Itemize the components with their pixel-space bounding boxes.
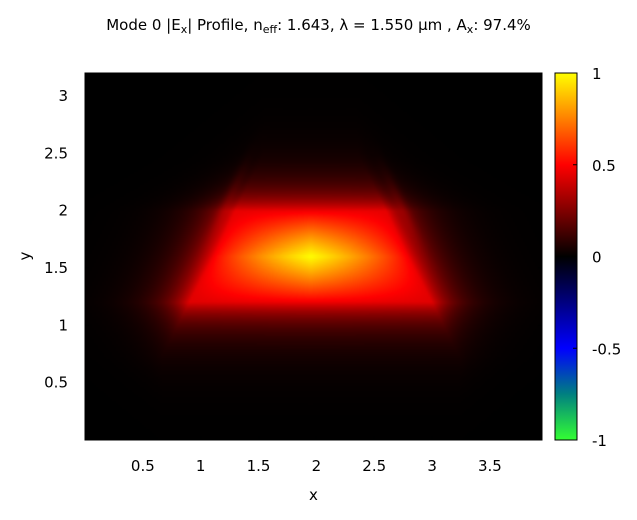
colorbar-tick-label: -1 (592, 432, 607, 450)
x-tick-label: 0.5 (131, 457, 155, 475)
title-fraction-text: : 97.4% (473, 16, 531, 34)
colorbar-tick-label: 0.5 (592, 157, 616, 175)
title-eff-subscript: eff (262, 23, 278, 36)
title-params-text: : 1.643, λ = 1.550 µm , A (277, 16, 467, 34)
field-heatmap (85, 73, 542, 440)
y-tick-label: 2 (58, 202, 68, 220)
colorbar-ticks: 1 0.5 0 -0.5 -1 (573, 65, 621, 450)
colorbar-tick-label: 0 (592, 249, 602, 267)
x-tick-label: 2 (312, 457, 322, 475)
x-tick-label: 2.5 (362, 457, 386, 475)
chart-title: Mode 0 |Ex| Profile, neff: 1.643, λ = 1.… (0, 16, 637, 36)
y-tick-label: 1 (58, 316, 68, 334)
colorbar-tick-label: 1 (592, 65, 602, 83)
y-tick-label: 2.5 (44, 144, 68, 162)
title-ax-subscript: x (466, 23, 474, 36)
axis-ticks: 0.5 1 1.5 2 2.5 3 3.5 0.5 1 1.5 2 2.5 3 (44, 73, 542, 475)
y-tick-label: 1.5 (44, 259, 68, 277)
x-axis-label: x (309, 486, 318, 504)
title-component-subscript: x (180, 23, 188, 36)
title-mode-text: Mode 0 |E (106, 16, 181, 34)
y-tick-label: 0.5 (44, 374, 68, 392)
x-tick-label: 3 (427, 457, 437, 475)
y-axis-label: y (16, 251, 34, 260)
x-tick-label: 3.5 (478, 457, 502, 475)
x-tick-label: 1.5 (247, 457, 271, 475)
y-tick-label: 3 (58, 87, 68, 105)
colorbar-tick-label: -0.5 (592, 340, 621, 358)
x-tick-label: 1 (196, 457, 206, 475)
title-profile-text: | Profile, n (187, 16, 263, 34)
plot-frame (84, 72, 543, 441)
